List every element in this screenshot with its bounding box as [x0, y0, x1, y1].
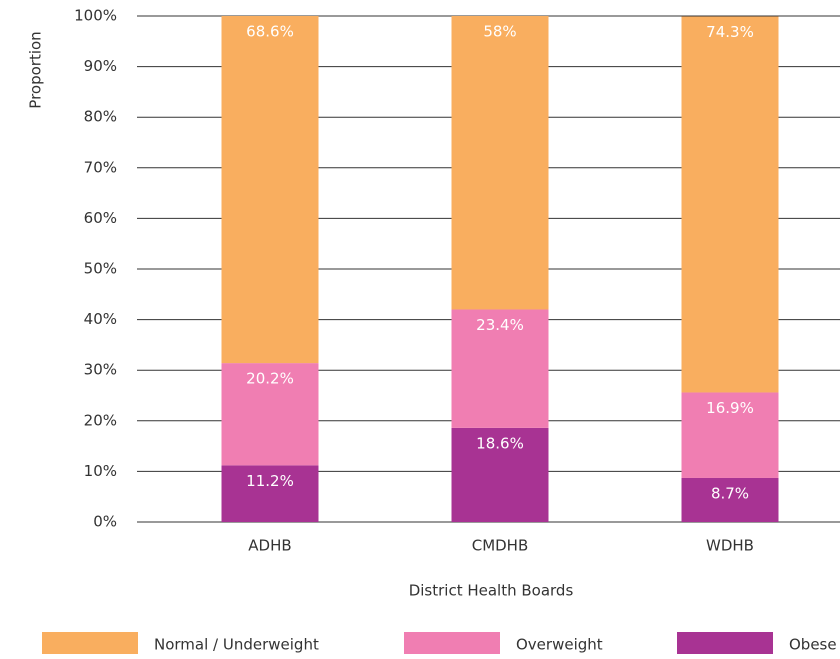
bar-segment [681, 392, 779, 478]
bar-segment [681, 477, 779, 522]
x-axis-label: District Health Boards [409, 582, 574, 600]
legend-swatch [404, 632, 500, 654]
bar-segment [451, 309, 549, 428]
y-tick-label: 100% [74, 7, 117, 25]
legend-swatch [677, 632, 773, 654]
x-tick-label: ADHB [248, 537, 291, 555]
value-label: 8.7% [711, 484, 749, 502]
y-tick-label: 30% [84, 361, 117, 379]
value-label: 16.9% [706, 399, 754, 417]
y-tick-label: 10% [84, 462, 117, 480]
y-tick-label: 0% [93, 513, 117, 531]
bar-segment [451, 427, 549, 522]
bar-segment [221, 16, 319, 364]
legend-label: Overweight [516, 636, 603, 654]
value-label: 74.3% [706, 23, 754, 41]
value-label: 11.2% [246, 472, 294, 490]
value-label: 23.4% [476, 316, 524, 334]
y-axis-label: Proportion [27, 31, 45, 108]
y-tick-label: 80% [84, 108, 117, 126]
y-tick-label: 20% [84, 411, 117, 429]
value-label: 20.2% [246, 370, 294, 388]
value-label: 68.6% [246, 23, 294, 41]
bar-segment [451, 16, 549, 310]
legend-label: Normal / Underweight [154, 636, 319, 654]
y-tick-label: 40% [84, 310, 117, 328]
bar-segment [221, 465, 319, 522]
value-label: 58% [483, 23, 516, 41]
y-tick-label: 90% [84, 57, 117, 75]
y-tick-label: 60% [84, 209, 117, 227]
y-tick-label: 50% [84, 260, 117, 278]
value-label: 18.6% [476, 434, 524, 452]
legend-swatch [42, 632, 138, 654]
legend-label: Obese [789, 636, 837, 654]
bar-segment [221, 363, 319, 466]
bar-segment [681, 16, 779, 393]
x-tick-label: WDHB [706, 537, 754, 555]
x-tick-label: CMDHB [472, 537, 529, 555]
y-tick-label: 70% [84, 158, 117, 176]
